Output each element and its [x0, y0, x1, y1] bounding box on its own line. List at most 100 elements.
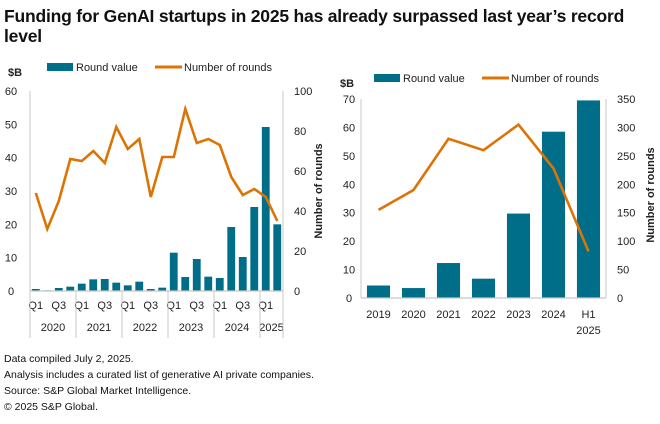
left-bar — [215, 278, 224, 291]
right-y-tick-label: 50 — [343, 151, 355, 163]
right-y2-axis-title: Number of rounds — [645, 147, 657, 242]
right-y2-tick-label: 200 — [617, 179, 635, 191]
left-y2-tick-label: 80 — [294, 126, 306, 138]
left-x-year-label: 2020 — [41, 322, 65, 334]
left-x-quarter-label: Q1 — [258, 300, 273, 312]
right-rounds-line — [377, 122, 590, 252]
left-x-year-label: 2022 — [133, 322, 157, 334]
right-y2-tick-label: 350 — [617, 94, 635, 106]
left-x-year-label: 2021 — [87, 322, 111, 334]
left-y2-tick-label: 0 — [294, 286, 300, 298]
right-bar — [541, 131, 566, 298]
right-y2-tick-label: 100 — [617, 236, 635, 248]
left-x-year-label: 2025 — [259, 322, 283, 334]
left-y-tick-label: 30 — [5, 186, 17, 198]
left-bar — [31, 289, 40, 291]
right-y-tick-label: 70 — [343, 94, 355, 106]
left-y2-axis-title: Number of rounds — [313, 143, 325, 238]
right-y-tick-label: 60 — [343, 122, 355, 134]
left-bar — [146, 289, 155, 291]
right-y-tick-label: 30 — [343, 208, 355, 220]
left-legend-number-of-rounds: Number of rounds — [184, 62, 273, 74]
right-bar — [366, 285, 391, 298]
left-x-year-label: 2024 — [225, 322, 249, 334]
note-source: Source: S&P Global Market Intelligence. — [4, 385, 192, 397]
left-y-tick-label: 50 — [5, 119, 17, 131]
left-x-year-label: 2023 — [179, 322, 203, 334]
left-bar — [261, 127, 270, 291]
left-x-quarter-label: Q1 — [28, 300, 43, 312]
right-legend-round-value: Round value — [403, 73, 465, 85]
right-y-tick-label: 10 — [343, 265, 355, 277]
right-y2-tick-label: 0 — [617, 293, 623, 305]
left-bar — [66, 286, 75, 291]
left-bar — [123, 285, 132, 291]
left-x-quarter-label: Q3 — [97, 300, 112, 312]
right-bar — [436, 263, 461, 298]
left-y2-tick-label: 20 — [294, 246, 306, 258]
right-y2-tick-label: 250 — [617, 151, 635, 163]
left-rounds-line — [34, 104, 279, 233]
left-bar — [238, 257, 247, 291]
left-bar — [100, 279, 109, 291]
left-y-tick-label: 20 — [5, 219, 17, 231]
right-x-tick-label: 2023 — [506, 309, 530, 321]
left-legend-round-value: Round value — [76, 62, 138, 74]
left-legend-bar-swatch — [47, 63, 73, 71]
left-bar — [273, 224, 282, 291]
left-bar — [89, 279, 98, 291]
chart-title: Funding for GenAI startups in 2025 has a… — [4, 6, 625, 46]
left-y-tick-label: 40 — [5, 153, 17, 165]
left-bar — [54, 288, 63, 291]
right-bar — [576, 100, 601, 299]
right-y2-tick-label: 50 — [617, 265, 629, 277]
right-y2-tick-label: 150 — [617, 208, 635, 220]
right-x-tick-label: 2020 — [401, 309, 425, 321]
left-bar — [77, 283, 86, 291]
footnotes: Data compiled July 2, 2025. Analysis inc… — [4, 351, 314, 415]
right-bar — [471, 278, 496, 298]
left-y2-tick-label: 60 — [294, 166, 306, 178]
left-y-unit-label: $B — [8, 67, 22, 79]
right-y2-tick-label: 300 — [617, 122, 635, 134]
left-x-quarter-label: Q1 — [120, 300, 135, 312]
right-x-tick-label: 2022 — [471, 309, 495, 321]
left-y2-tick-label: 100 — [294, 86, 312, 98]
left-y-tick-label: 10 — [5, 253, 17, 265]
left-bar — [169, 252, 178, 291]
left-y2-tick-label: 40 — [294, 206, 306, 218]
left-bar — [250, 207, 259, 291]
left-bar — [227, 227, 236, 291]
right-legend-bar-swatch — [374, 74, 400, 82]
left-x-quarter-label: Q3 — [235, 300, 250, 312]
right-legend-number-of-rounds: Number of rounds — [511, 73, 600, 85]
right-y-tick-label: 40 — [343, 179, 355, 191]
right-y-tick-label: 0 — [346, 293, 352, 305]
left-x-quarter-label: Q1 — [166, 300, 181, 312]
left-x-quarter-label: Q3 — [51, 300, 66, 312]
right-x-tick-label: 2024 — [541, 309, 565, 321]
note-analysis: Analysis includes a curated list of gene… — [4, 369, 314, 381]
left-y-tick-label: 0 — [8, 286, 14, 298]
right-x-tick-label: 2021 — [436, 309, 460, 321]
left-x-quarter-label: Q3 — [189, 300, 204, 312]
left-x-quarter-label: Q1 — [74, 300, 89, 312]
right-bar — [401, 288, 426, 298]
right-y-tick-label: 20 — [343, 236, 355, 248]
right-y-unit-label: $B — [340, 78, 354, 90]
right-bar — [506, 213, 531, 298]
left-bar — [135, 281, 144, 291]
left-y-tick-label: 60 — [5, 86, 17, 98]
note-compiled: Data compiled July 2, 2025. — [4, 353, 134, 365]
left-bar — [112, 282, 121, 291]
right-x-tick-label: 2025 — [576, 325, 600, 337]
right-x-tick-label: H1 — [581, 309, 595, 321]
right-x-tick-label: 2019 — [366, 309, 390, 321]
left-x-quarter-label: Q3 — [143, 300, 158, 312]
left-bar — [181, 277, 190, 291]
left-bar — [204, 276, 213, 291]
left-x-quarter-label: Q1 — [212, 300, 227, 312]
left-bar — [158, 287, 167, 291]
left-bar — [192, 259, 201, 291]
